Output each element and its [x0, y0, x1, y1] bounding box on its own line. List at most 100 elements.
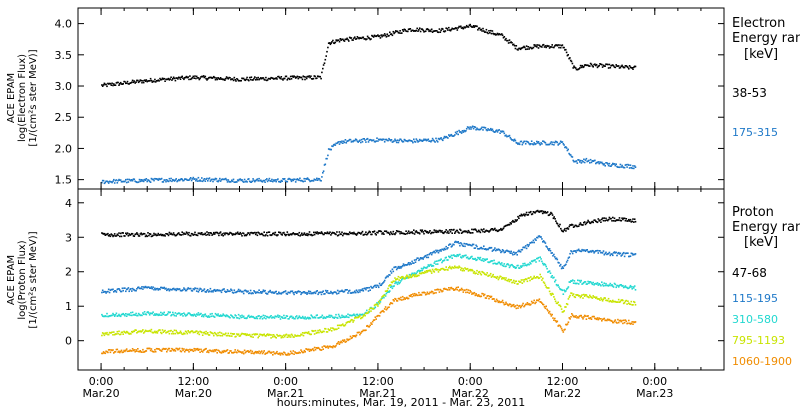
- proton-data-point: [225, 291, 228, 293]
- proton-data-point: [236, 349, 239, 352]
- proton-data-point: [101, 352, 104, 355]
- proton-data-point: [512, 303, 515, 306]
- electron-data-point: [289, 178, 291, 180]
- electron-data-point: [622, 166, 624, 168]
- proton-data-point: [432, 270, 435, 272]
- proton-data-point: [616, 301, 618, 303]
- proton-data-point: [351, 319, 353, 321]
- electron-data-point: [213, 75, 215, 78]
- proton-data-point: [450, 267, 453, 270]
- proton-data-point: [398, 297, 400, 300]
- electron-data-point: [457, 133, 459, 136]
- electron-data-point: [209, 180, 212, 182]
- proton-data-point: [111, 331, 113, 333]
- electron-data-point: [141, 81, 143, 84]
- electron-data-point: [530, 143, 532, 145]
- proton-data-point: [536, 299, 538, 301]
- proton-data-point: [442, 249, 445, 251]
- proton-data-point: [107, 351, 109, 354]
- proton-data-point: [139, 314, 142, 317]
- proton-data-point: [106, 331, 108, 334]
- proton-data-point: [584, 250, 587, 252]
- proton-data-point: [577, 283, 580, 285]
- proton-data-point: [293, 317, 295, 320]
- proton-data-point: [308, 350, 311, 352]
- proton-data-point: [364, 314, 366, 317]
- proton-data-point: [567, 228, 570, 230]
- proton-data-point: [272, 316, 275, 319]
- proton-data-point: [574, 316, 577, 318]
- electron-data-point: [565, 147, 568, 149]
- proton-data-point: [125, 313, 127, 315]
- electron-data-point: [289, 75, 292, 78]
- electron-data-point: [254, 180, 256, 183]
- electron-data-point: [530, 140, 533, 142]
- proton-data-point: [188, 331, 190, 333]
- proton-data-point: [163, 348, 165, 350]
- proton-data-point: [344, 233, 347, 235]
- proton-data-point: [540, 276, 542, 278]
- proton-data-point: [433, 250, 436, 253]
- proton-data-point: [208, 349, 211, 352]
- proton-data-point: [396, 230, 399, 233]
- electron-data-point: [131, 179, 133, 181]
- proton-data-point: [476, 258, 478, 261]
- proton-data-point: [610, 319, 612, 322]
- proton-data-point: [289, 233, 292, 235]
- electron-data-point: [482, 129, 484, 131]
- proton-data-point: [248, 233, 251, 236]
- electron-data-point: [603, 65, 606, 67]
- proton-data-point: [533, 211, 535, 214]
- electron-data-point: [407, 139, 410, 142]
- proton-data-point: [580, 250, 582, 253]
- proton-data-point: [371, 287, 374, 289]
- electron-y-ticks: 1.52.02.53.03.54.0: [55, 18, 724, 187]
- proton-data-point: [304, 351, 306, 353]
- proton-data-point: [462, 245, 465, 247]
- proton-data-point: [197, 349, 200, 351]
- proton-data-point: [425, 267, 428, 269]
- proton-data-point: [545, 245, 547, 248]
- proton-data-point: [195, 330, 198, 332]
- electron-data-point: [337, 141, 340, 143]
- proton-data-point: [283, 231, 285, 234]
- proton-data-point: [312, 234, 314, 236]
- proton-data-point: [634, 220, 637, 223]
- proton-data-point: [491, 275, 494, 277]
- proton-data-point: [172, 349, 175, 352]
- proton-data-point: [274, 336, 277, 338]
- proton-data-point: [493, 259, 495, 262]
- electron-data-point: [219, 78, 221, 80]
- proton-data-point: [567, 298, 570, 300]
- proton-data-point: [471, 255, 473, 258]
- electron-data-point: [385, 138, 388, 141]
- proton-data-point: [487, 248, 489, 251]
- proton-data-point: [625, 320, 628, 323]
- proton-data-point: [231, 232, 233, 235]
- proton-data-point: [447, 259, 449, 261]
- proton-data-point: [107, 288, 110, 291]
- electron-data-point: [377, 34, 379, 36]
- electron-data-point: [632, 165, 634, 167]
- proton-data-point: [417, 232, 419, 234]
- proton-data-point: [279, 354, 282, 356]
- proton-data-point: [211, 332, 213, 334]
- proton-data-point: [541, 238, 543, 240]
- proton-data-point: [620, 284, 622, 286]
- proton-data-point: [126, 331, 129, 333]
- proton-data-point: [236, 232, 238, 235]
- proton-data-point: [332, 232, 335, 234]
- electron-data-point: [216, 78, 218, 81]
- electron-data-point: [632, 68, 634, 70]
- electron-data-point: [407, 30, 409, 33]
- proton-data-point: [427, 256, 430, 259]
- proton-data-point: [557, 301, 559, 304]
- proton-data-point: [354, 314, 356, 317]
- proton-data-point: [215, 348, 218, 351]
- proton-data-point: [186, 232, 189, 234]
- proton-data-point: [250, 231, 253, 234]
- electron-data-point: [492, 32, 494, 35]
- electron-data-point: [360, 37, 363, 40]
- proton-data-point: [307, 331, 310, 333]
- proton-data-point: [497, 278, 500, 281]
